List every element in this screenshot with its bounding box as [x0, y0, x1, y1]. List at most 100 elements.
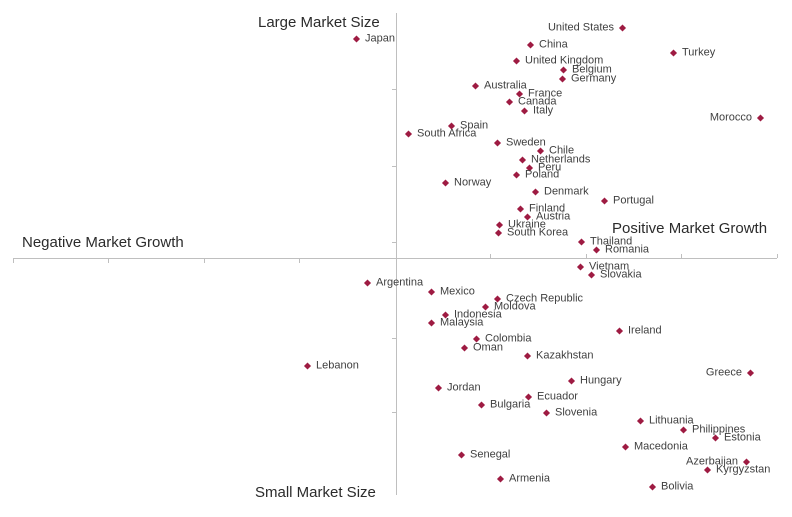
point-label: Australia — [484, 79, 527, 92]
data-point: Philippines — [679, 423, 746, 436]
point-label: Colombia — [485, 332, 532, 345]
y-axis-tick — [392, 412, 396, 413]
data-point: Finland — [516, 202, 566, 215]
data-point: South Africa — [404, 127, 477, 140]
point-label: Azerbaijan — [686, 455, 738, 468]
diamond-marker-icon — [636, 417, 645, 425]
point-label: Sweden — [506, 136, 546, 149]
point-label: Oman — [473, 341, 503, 354]
point-label: Vietnam — [589, 260, 630, 273]
data-point: Canada — [505, 95, 557, 108]
diamond-marker-icon — [518, 156, 527, 164]
y-axis-tick — [392, 89, 396, 90]
point-label: South Korea — [507, 226, 569, 239]
diamond-marker-icon — [618, 24, 627, 32]
diamond-marker-icon — [520, 107, 529, 115]
data-point: Greece — [706, 367, 755, 379]
data-point: South Korea — [494, 226, 569, 239]
point-label: Estonia — [724, 431, 761, 444]
data-point: Moldova — [481, 301, 536, 313]
data-point: Netherlands — [518, 154, 590, 166]
point-label: Slovenia — [555, 406, 598, 419]
quadrant-label-bottom: Small Market Size — [255, 484, 376, 501]
data-point: Turkey — [669, 47, 715, 59]
data-point: Slovakia — [587, 269, 642, 281]
diamond-marker-icon — [703, 466, 712, 474]
diamond-marker-icon — [363, 279, 372, 287]
point-label: Finland — [529, 202, 566, 215]
point-label: Czech Republic — [506, 292, 584, 305]
diamond-marker-icon — [559, 66, 568, 74]
diamond-marker-icon — [427, 319, 436, 327]
point-label: Lebanon — [316, 359, 359, 372]
diamond-marker-icon — [746, 369, 755, 377]
diamond-marker-icon — [477, 401, 486, 409]
point-label: Italy — [533, 104, 554, 117]
point-label: Canada — [518, 95, 557, 108]
point-label: Bulgaria — [490, 398, 531, 411]
diamond-marker-icon — [404, 130, 413, 138]
data-point: Bulgaria — [477, 398, 531, 411]
data-point: Morocco — [710, 112, 765, 124]
diamond-marker-icon — [531, 188, 540, 196]
data-point: Lithuania — [636, 414, 694, 427]
diamond-marker-icon — [434, 384, 443, 392]
point-label: Spain — [460, 119, 489, 132]
data-point: Norway — [441, 177, 491, 189]
diamond-marker-icon — [505, 98, 514, 106]
point-label: Hungary — [580, 374, 622, 387]
diamond-marker-icon — [494, 229, 503, 237]
data-point: Chile — [536, 145, 574, 157]
data-point: Macedonia — [621, 441, 688, 453]
quadrant-label-left: Negative Market Growth — [22, 234, 184, 251]
data-point: Colombia — [472, 332, 532, 345]
x-axis-line — [13, 258, 777, 259]
point-label: Japan — [365, 32, 395, 45]
diamond-marker-icon — [567, 377, 576, 385]
point-label: Romania — [605, 243, 650, 256]
point-label: Indonesia — [454, 308, 502, 321]
x-axis-tick — [108, 259, 109, 263]
y-axis-tick — [392, 242, 396, 243]
quadrant-label-top: Large Market Size — [258, 14, 380, 31]
data-point: Thailand — [577, 235, 633, 248]
point-label: Lithuania — [649, 414, 694, 427]
diamond-marker-icon — [441, 179, 450, 187]
point-label: Philippines — [692, 423, 746, 436]
data-point: Kazakhstan — [523, 349, 594, 362]
point-label: Peru — [538, 161, 562, 174]
data-point: Estonia — [711, 431, 761, 444]
x-axis-tick — [204, 259, 205, 263]
data-point: Peru — [525, 161, 562, 174]
data-point: United Kingdom — [512, 55, 603, 67]
point-label: Kazakhstan — [536, 349, 594, 362]
y-axis-line — [396, 13, 397, 495]
point-label: Kyrgyzstan — [716, 463, 771, 476]
data-point: Romania — [592, 243, 650, 256]
data-point: Vietnam — [576, 260, 630, 273]
point-label: South Africa — [417, 127, 477, 140]
data-point: Portugal — [600, 195, 654, 207]
data-point: Italy — [520, 104, 554, 117]
data-point: Germany — [558, 73, 616, 85]
x-axis-tick — [490, 254, 491, 258]
point-label: United States — [547, 21, 614, 34]
diamond-marker-icon — [600, 197, 609, 205]
diamond-marker-icon — [493, 139, 502, 147]
diamond-marker-icon — [592, 246, 601, 254]
data-point: Ecuador — [524, 390, 578, 403]
data-point: Mexico — [427, 286, 475, 298]
point-label: Ecuador — [537, 390, 578, 403]
diamond-marker-icon — [558, 75, 567, 83]
data-point: Oman — [460, 341, 503, 354]
diamond-marker-icon — [512, 57, 521, 65]
diamond-marker-icon — [523, 352, 532, 360]
diamond-marker-icon — [352, 35, 361, 43]
point-label: Senegal — [470, 448, 511, 461]
data-point: Lebanon — [303, 359, 359, 372]
diamond-marker-icon — [460, 344, 469, 352]
data-point: Denmark — [531, 186, 589, 198]
diamond-marker-icon — [756, 114, 765, 122]
data-point: Armenia — [496, 473, 550, 485]
point-label: Thailand — [590, 235, 633, 248]
